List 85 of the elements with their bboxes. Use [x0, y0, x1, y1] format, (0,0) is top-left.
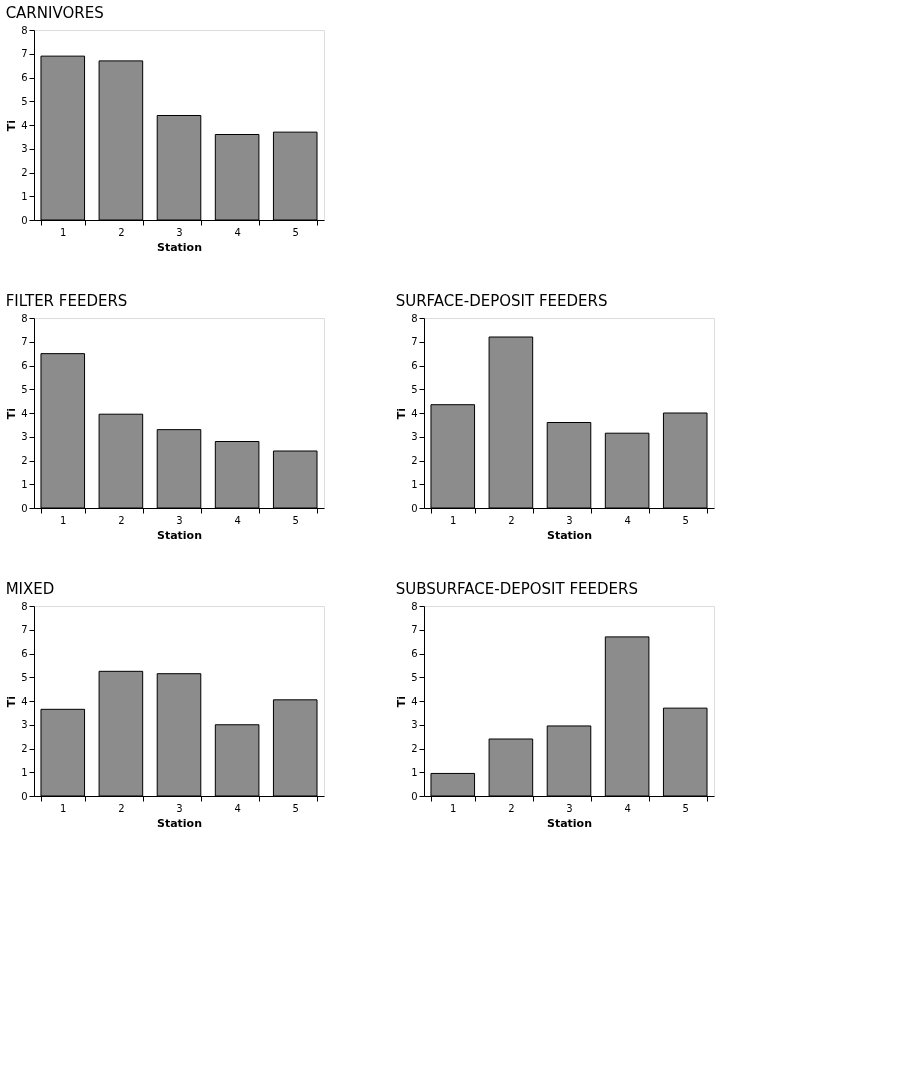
y-tick-label: 4 [21, 695, 28, 707]
y-tick-label: 2 [21, 167, 28, 178]
y-tick-label: 6 [21, 72, 28, 83]
y-tick-label: 3 [411, 431, 418, 443]
x-tick-label: 2 [508, 514, 515, 526]
x-tick-label: 1 [60, 226, 67, 238]
x-tick-label: 5 [292, 802, 299, 814]
x-axis-title: Station [156, 816, 203, 830]
y-tick-label: 7 [411, 336, 418, 348]
y-tick-label: 6 [21, 360, 28, 371]
y-tick-label: 6 [411, 360, 418, 371]
y-tick-label: 5 [21, 671, 28, 683]
x-tick-label: 1 [60, 802, 67, 814]
x-axis-title: Station [546, 528, 593, 542]
y-tick-label: 0 [21, 214, 28, 226]
x-tick-label: 1 [60, 514, 67, 526]
x-tick-label: 5 [292, 226, 299, 238]
x-tick-label: 3 [176, 514, 183, 526]
x-tick-label: 2 [118, 514, 125, 526]
y-tick-label: 4 [21, 119, 28, 131]
x-tick-label: 4 [234, 514, 241, 526]
y-tick-label: 1 [21, 766, 28, 778]
x-axis-title: Station [156, 528, 203, 542]
y-tick-label: 4 [411, 695, 418, 707]
y-tick-label: 2 [411, 455, 418, 466]
x-tick-label: 4 [624, 802, 631, 814]
y-tick-label: 0 [411, 502, 418, 514]
y-tick-label: 6 [411, 648, 418, 659]
x-tick-label: 3 [566, 802, 573, 814]
y-tick-label: 7 [21, 48, 28, 60]
x-axis-title: Station [156, 240, 203, 254]
x-tick-label: 4 [624, 514, 631, 526]
y-tick-label: 0 [411, 790, 418, 802]
y-tick-label: 1 [21, 478, 28, 490]
y-tick-label: 3 [411, 719, 418, 731]
y-tick-label: 6 [21, 648, 28, 659]
y-axis-title: Ti [5, 695, 19, 708]
x-tick-label: 4 [234, 802, 241, 814]
y-tick-label: 0 [21, 502, 28, 514]
y-axis-title: Ti [5, 119, 19, 132]
y-tick-label: 8 [411, 600, 418, 612]
y-axis-title: Ti [5, 407, 19, 420]
x-tick-label: 5 [682, 802, 689, 814]
chart-title: CARNIVORES [5, 4, 104, 22]
y-tick-label: 1 [411, 766, 418, 778]
y-tick-label: 8 [21, 312, 28, 324]
y-tick-label: 5 [411, 671, 418, 683]
y-tick-label: 7 [21, 624, 28, 636]
x-tick-label: 4 [234, 226, 241, 238]
y-tick-label: 1 [411, 478, 418, 490]
x-tick-label: 1 [450, 802, 457, 814]
y-tick-label: 5 [21, 383, 28, 395]
y-tick-label: 3 [21, 143, 28, 155]
y-tick-label: 8 [411, 312, 418, 324]
y-tick-label: 4 [411, 407, 418, 419]
y-tick-label: 4 [21, 407, 28, 419]
y-axis-title: Ti [395, 695, 409, 708]
x-tick-label: 3 [566, 514, 573, 526]
y-tick-label: 3 [21, 719, 28, 731]
chart-title: FILTER FEEDERS [5, 292, 128, 310]
x-tick-label: 2 [118, 226, 125, 238]
y-tick-label: 0 [21, 790, 28, 802]
y-tick-label: 8 [21, 24, 28, 36]
x-tick-label: 2 [508, 802, 515, 814]
y-axis-title: Ti [395, 407, 409, 420]
x-tick-label: 2 [118, 802, 125, 814]
y-tick-label: 2 [21, 455, 28, 466]
y-tick-label: 5 [411, 383, 418, 395]
y-tick-label: 1 [21, 190, 28, 202]
y-tick-label: 8 [21, 600, 28, 612]
chart-title: SURFACE-DEPOSIT FEEDERS [395, 292, 608, 310]
x-tick-label: 5 [682, 514, 689, 526]
y-tick-label: 3 [21, 431, 28, 443]
x-tick-label: 5 [292, 514, 299, 526]
chart-title: SUBSURFACE-DEPOSIT FEEDERS [395, 580, 639, 598]
y-tick-label: 2 [411, 743, 418, 754]
y-tick-label: 2 [21, 743, 28, 754]
x-tick-label: 3 [176, 802, 183, 814]
x-tick-label: 3 [176, 226, 183, 238]
y-tick-label: 5 [21, 95, 28, 107]
x-axis-title: Station [546, 816, 593, 830]
x-tick-label: 1 [450, 514, 457, 526]
y-tick-label: 7 [411, 624, 418, 636]
chart-title: MIXED [5, 580, 55, 598]
y-tick-label: 7 [21, 336, 28, 348]
